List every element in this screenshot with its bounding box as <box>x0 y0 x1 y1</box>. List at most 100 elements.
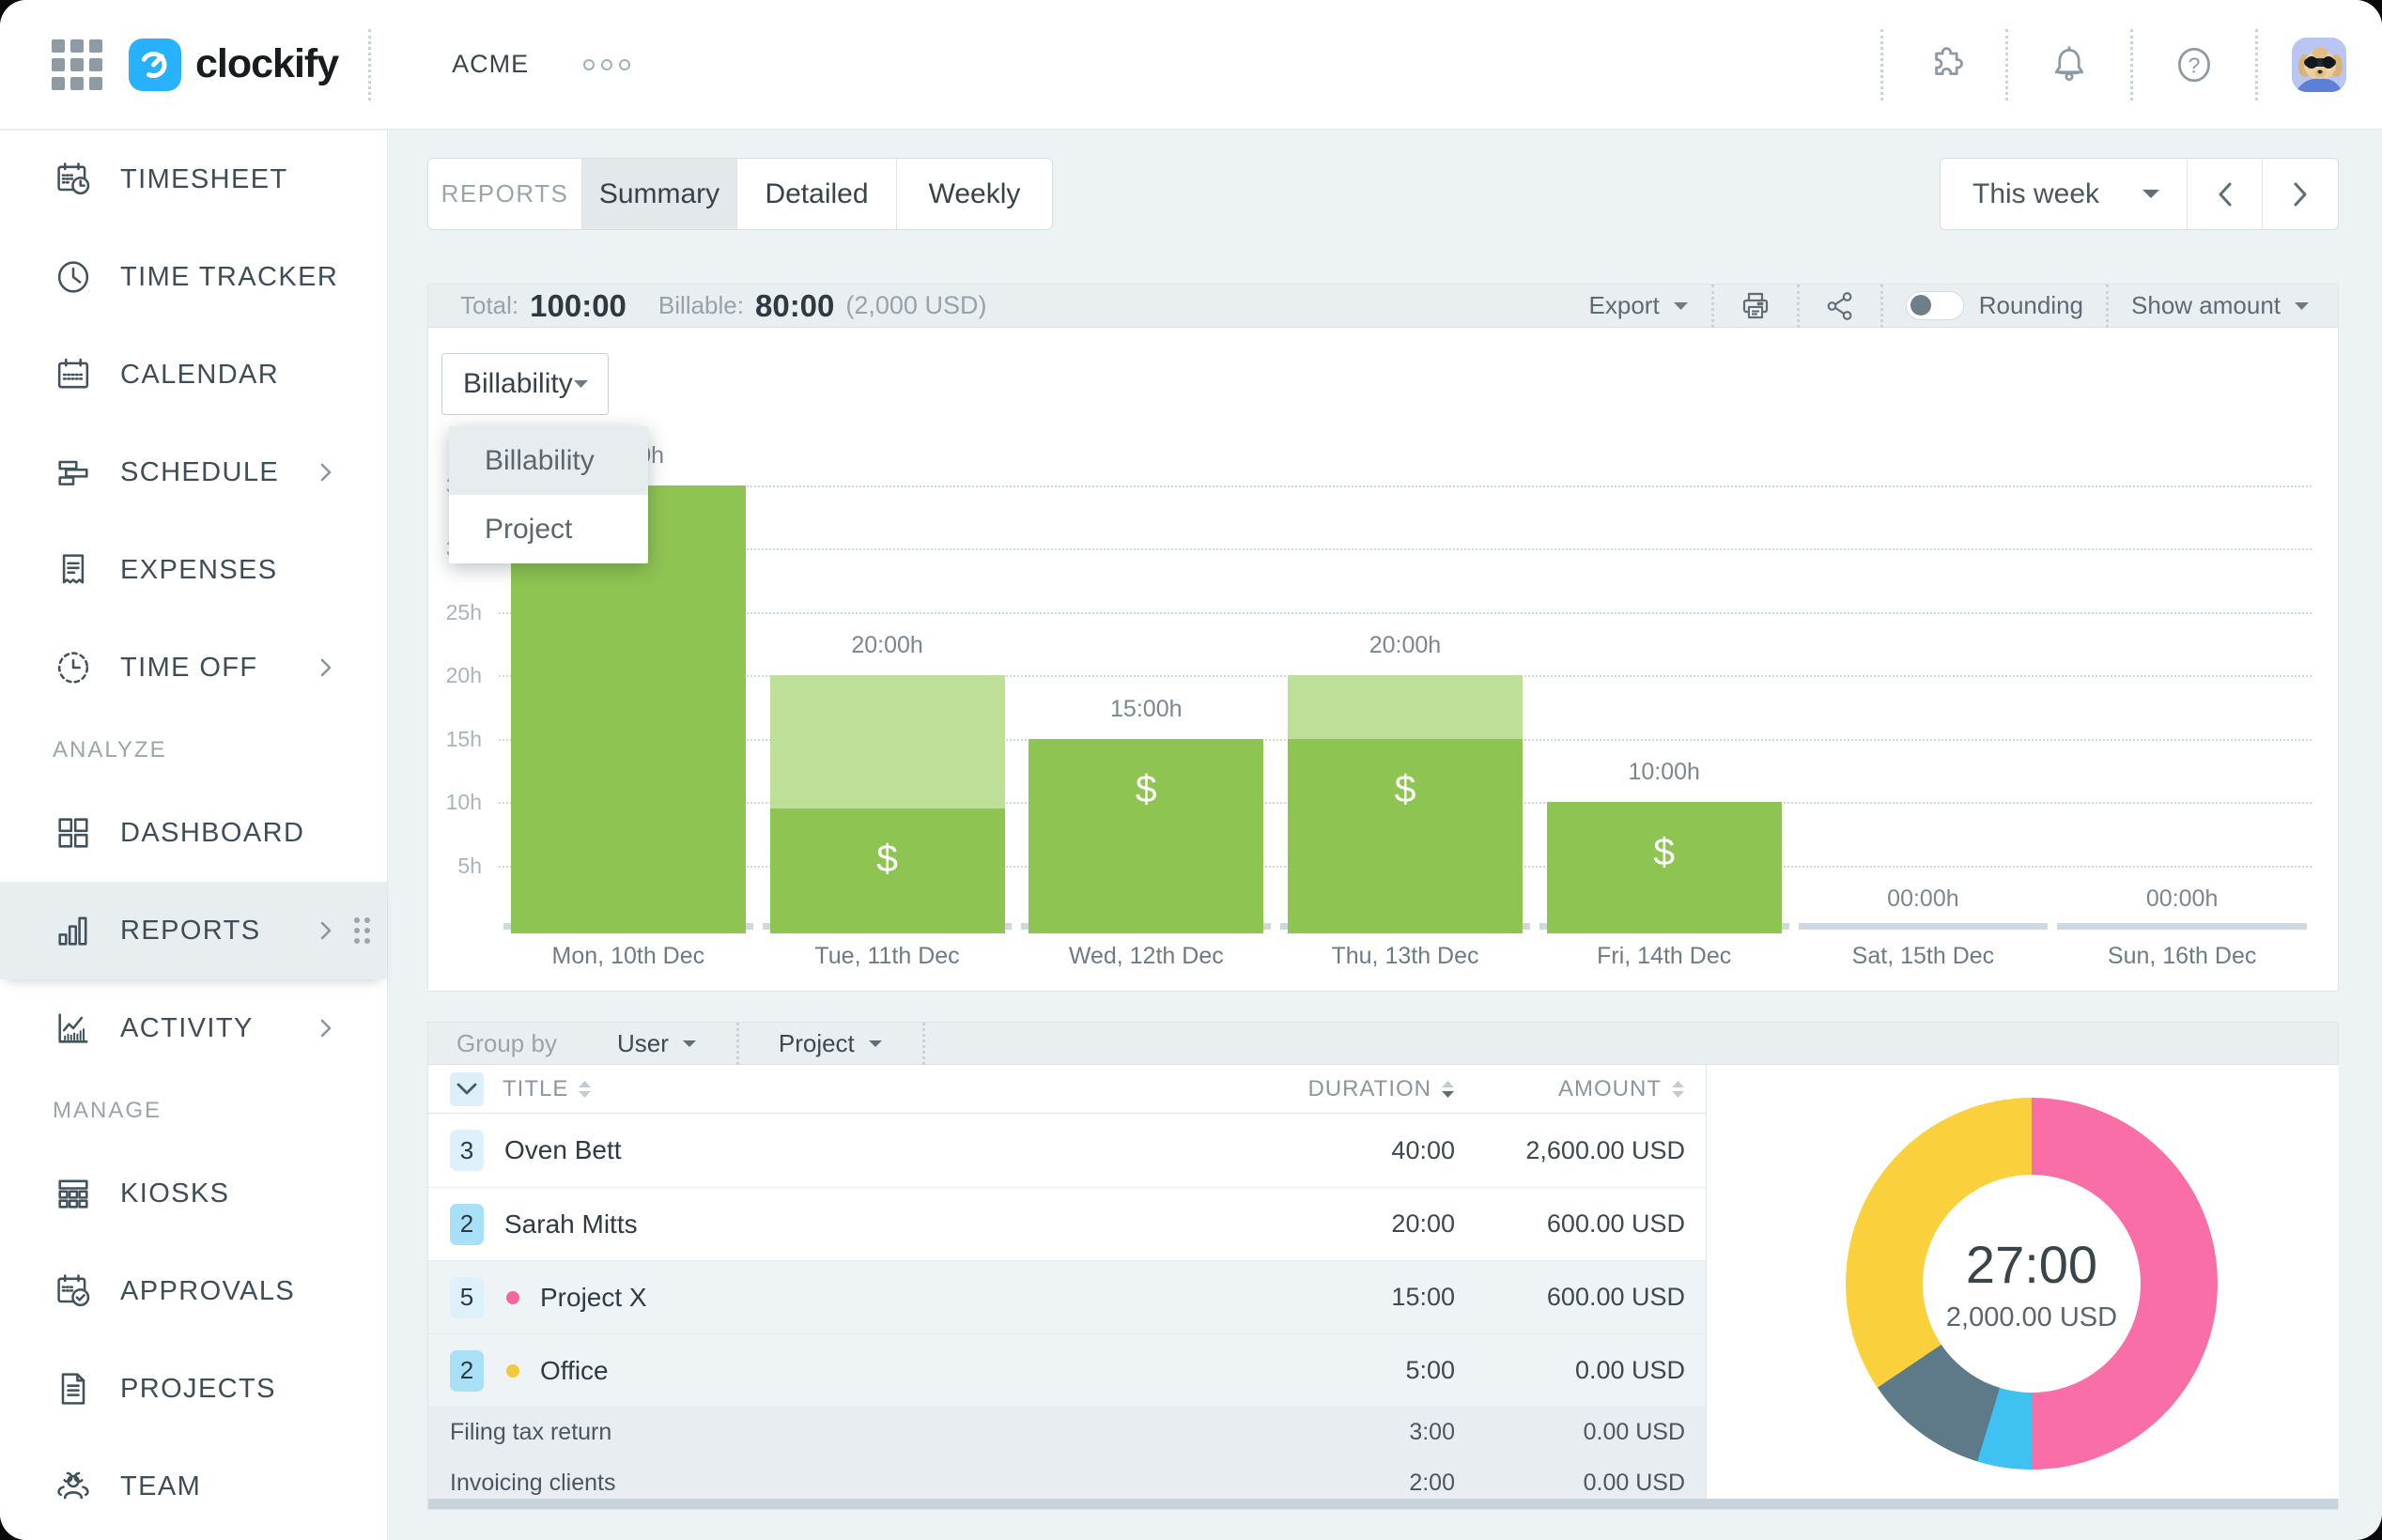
rounding-label: Rounding <box>1978 291 2084 319</box>
x-axis-baseline <box>1798 923 2049 930</box>
date-range-picker: This week <box>1940 158 2339 230</box>
sidebar-item-reports[interactable]: REPORTS <box>0 882 387 979</box>
column-title[interactable]: TITLE <box>503 1076 592 1102</box>
prev-week-button[interactable] <box>2188 159 2263 229</box>
y-axis-tick: 20h <box>445 663 482 687</box>
divider <box>2106 284 2110 328</box>
column-duration[interactable]: DURATION <box>1307 1076 1455 1102</box>
divider <box>2130 28 2133 100</box>
sidebar-item-expenses[interactable]: EXPENSES <box>0 521 387 619</box>
next-week-button[interactable] <box>2263 159 2338 229</box>
collapse-all-button[interactable] <box>450 1071 484 1106</box>
total-value: 100:00 <box>530 287 626 323</box>
sort-icon <box>579 1080 592 1098</box>
help-icon[interactable]: ? <box>2133 42 2255 87</box>
row-duration: 40:00 <box>1391 1135 1455 1164</box>
clockify-logo[interactable]: clockify <box>129 38 339 91</box>
calendar-icon <box>53 353 96 396</box>
divider <box>2255 28 2258 100</box>
sidebar-item-schedule[interactable]: SCHEDULE <box>0 424 387 521</box>
entry-count-badge: 5 <box>450 1276 484 1318</box>
divider <box>1796 284 1800 328</box>
totals-toolbar: Total: 100:00 Billable: 80:00 (2,000 USD… <box>428 284 2338 328</box>
filter-option-billability[interactable]: Billability <box>449 426 648 495</box>
export-dropdown[interactable]: Export <box>1589 291 1689 320</box>
total-label: Total: <box>460 291 519 319</box>
sidebar-item-time-off[interactable]: TIME OFF <box>0 619 387 716</box>
projects-icon <box>53 1367 96 1410</box>
workspace-menu-icon[interactable] <box>583 58 631 70</box>
billable-amount: (2,000 USD) <box>845 291 987 319</box>
sidebar-item-dashboard[interactable]: DASHBOARD <box>0 784 387 882</box>
sidebar: TIMESHEET TIME TRACKER CALENDAR SCHEDULE EXP… <box>0 131 388 1540</box>
row-name: Invoicing clients <box>450 1470 616 1496</box>
report-tools: Export <box>1589 284 2338 328</box>
tab-detailed[interactable]: Detailed <box>737 159 897 229</box>
dollar-icon: $ <box>1135 766 1157 810</box>
divider <box>1710 284 1714 328</box>
bar-billable[interactable]: $ <box>1029 738 1264 933</box>
filter-option-project[interactable]: Project <box>485 513 573 545</box>
group-by-first-dropdown[interactable]: User <box>617 1029 697 1058</box>
workspace-name[interactable]: ACME <box>452 50 530 78</box>
table-header: TITLE DURATION AMOUNT <box>428 1065 2338 1114</box>
project-color-dot <box>506 1363 519 1378</box>
svg-text:?: ? <box>2189 53 2201 77</box>
x-axis-label: Sun, 16th Dec <box>2107 943 2257 969</box>
group-by-second-dropdown[interactable]: Project <box>779 1029 883 1058</box>
row-duration: 5:00 <box>1405 1356 1455 1384</box>
bar-non-billable[interactable] <box>1288 675 1523 739</box>
divider <box>368 28 372 100</box>
sidebar-item-projects[interactable]: PROJECTS <box>0 1340 387 1438</box>
sidebar-item-label: SCHEDULE <box>120 456 280 487</box>
date-range-value: This week <box>1972 177 2100 209</box>
y-axis-tick: 25h <box>445 599 482 624</box>
tab-weekly[interactable]: Weekly <box>928 177 1021 209</box>
y-axis-tick: 10h <box>445 790 482 814</box>
bar-billable[interactable]: $ <box>1546 802 1782 933</box>
bar-billable[interactable]: $ <box>1288 738 1523 933</box>
bar-value-label: 20:00h <box>851 632 923 658</box>
y-axis-tick: 15h <box>445 726 482 751</box>
rounding-toggle[interactable] <box>1905 291 1964 320</box>
bell-icon[interactable] <box>2008 42 2130 87</box>
sidebar-item-time-tracker[interactable]: TIME TRACKER <box>0 228 387 326</box>
sidebar-item-kiosks[interactable]: KIOSKS <box>0 1145 387 1242</box>
bar-non-billable[interactable] <box>769 675 1005 808</box>
chevron-right-icon <box>2294 182 2306 206</box>
puzzle-icon[interactable] <box>1883 42 2005 87</box>
topbar: clockify ACME <box>0 0 2382 130</box>
table-row[interactable]: 2 Sarah Mitts 20:00 600.00 USD <box>428 1187 2338 1260</box>
avatar[interactable] <box>2292 37 2346 92</box>
sidebar-item-label: KIOSKS <box>120 1178 230 1209</box>
chevron-right-icon <box>319 462 333 483</box>
tab-summary[interactable]: Summary <box>582 159 737 229</box>
row-amount: 0.00 USD <box>1574 1356 1685 1384</box>
caret-down-icon <box>574 380 588 388</box>
billable-label: Billable: <box>657 291 744 319</box>
sidebar-item-calendar[interactable]: CALENDAR <box>0 326 387 424</box>
group-by-label: Group by <box>456 1028 557 1057</box>
sidebar-item-approvals[interactable]: APPROVALS <box>0 1242 387 1340</box>
chart-filter-dropdown[interactable]: Billability <box>441 353 609 415</box>
sidebar-item-activity[interactable]: ACTIVITY <box>0 979 387 1077</box>
bar-billable[interactable]: $ <box>769 808 1005 933</box>
drag-handle-icon[interactable] <box>354 917 370 944</box>
print-icon[interactable] <box>1737 287 1774 325</box>
sidebar-item-timesheet[interactable]: TIMESHEET <box>0 131 387 228</box>
date-range-dropdown[interactable]: This week <box>1941 159 2188 229</box>
apps-grid-icon[interactable] <box>52 38 102 90</box>
bar-value-label: 20:00h <box>1369 632 1442 658</box>
donut-total-amount: 2,000.00 USD <box>1945 1302 2118 1332</box>
share-icon[interactable] <box>1822 287 1858 325</box>
show-amount-dropdown[interactable]: Show amount <box>2131 291 2310 320</box>
sidebar-item-label: DASHBOARD <box>120 817 305 848</box>
sidebar-item-team[interactable]: TEAM <box>0 1438 387 1535</box>
column-amount[interactable]: AMOUNT <box>1558 1076 1685 1102</box>
row-name: Filing tax return <box>450 1419 612 1445</box>
table-row[interactable]: 3 Oven Bett 40:00 2,600.00 USD <box>428 1114 2338 1187</box>
donut-chart: 27:00 2,000.00 USD <box>1846 1098 2218 1470</box>
donut-center: 27:00 2,000.00 USD <box>1923 1175 2141 1393</box>
sort-icon <box>1442 1080 1454 1098</box>
topbar-actions: ? <box>1880 28 2382 100</box>
